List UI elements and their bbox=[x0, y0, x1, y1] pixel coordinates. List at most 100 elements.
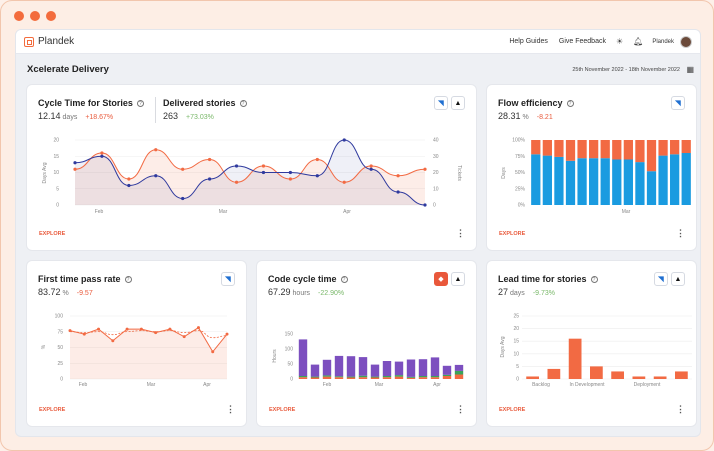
more-options-icon[interactable]: ⋮ bbox=[676, 404, 685, 414]
help-icon[interactable]: ? bbox=[136, 100, 144, 107]
cycle-time-point bbox=[154, 148, 158, 152]
more-options-icon[interactable]: ⋮ bbox=[226, 404, 235, 414]
more-options-icon[interactable]: ⋮ bbox=[456, 404, 465, 414]
delivered-point bbox=[396, 190, 400, 194]
y-tick-label: 0% bbox=[518, 203, 526, 209]
jira-icon[interactable]: ◥ bbox=[434, 96, 448, 110]
lead-bar bbox=[632, 376, 646, 379]
ftpr-point bbox=[139, 327, 143, 331]
y2-axis-label: Tickets bbox=[456, 165, 462, 181]
plandek-logo[interactable]: Plandek bbox=[24, 36, 74, 47]
flow-waiting-bar bbox=[635, 140, 645, 163]
x-tick-label: Mar bbox=[622, 209, 631, 215]
rocket-icon[interactable]: ▲ bbox=[671, 272, 685, 286]
lead-bar bbox=[568, 338, 582, 379]
y-axis-label: Days Avg bbox=[42, 162, 48, 183]
code-bar-segment bbox=[418, 377, 428, 379]
lead-time-card: Lead time for stories? 27 days -9.73% ◥ ▲ … bbox=[487, 261, 696, 426]
code-bar-segment bbox=[298, 376, 308, 378]
y-tick-label: 150 bbox=[285, 332, 294, 338]
theme-toggle-icon[interactable]: ☀ bbox=[615, 37, 624, 46]
flow-active-bar bbox=[600, 158, 610, 205]
y-tick-label: 25 bbox=[513, 314, 519, 320]
calendar-icon[interactable]: ▦ bbox=[686, 65, 694, 74]
ftpr-line bbox=[69, 326, 228, 353]
ftpr-chart: 100 75 50 25 0% Feb Mar Apr bbox=[41, 314, 229, 388]
ftpr-point bbox=[82, 332, 86, 336]
notifications-icon[interactable]: 🔔︎ bbox=[633, 37, 644, 46]
code-bar-segment bbox=[322, 359, 332, 376]
git-icon[interactable]: ◆ bbox=[434, 272, 448, 286]
rocket-icon[interactable]: ▲ bbox=[451, 96, 465, 110]
more-options-icon[interactable]: ⋮ bbox=[676, 228, 685, 238]
delivered-point bbox=[288, 170, 292, 175]
code-bar-segment bbox=[298, 377, 308, 379]
y-tick-label: 5 bbox=[516, 364, 519, 370]
y-axis-label: % bbox=[41, 344, 47, 349]
flow-waiting-bar bbox=[646, 140, 657, 172]
jira-icon[interactable]: ◥ bbox=[671, 96, 685, 110]
jira-icon[interactable]: ◥ bbox=[654, 272, 668, 286]
y-axis-label: Hours bbox=[272, 349, 278, 363]
help-icon[interactable]: ? bbox=[124, 276, 132, 283]
explore-link[interactable]: EXPLORE bbox=[269, 407, 296, 413]
rocket-icon[interactable]: ▲ bbox=[451, 272, 465, 286]
delivered-point bbox=[369, 167, 373, 171]
minimize-dot[interactable] bbox=[30, 11, 40, 21]
ftpr-point bbox=[168, 327, 172, 331]
lead-bar bbox=[590, 366, 603, 379]
avatar[interactable] bbox=[680, 35, 692, 48]
date-range[interactable]: 25th November 2022 - 18th November 2022 bbox=[572, 67, 680, 73]
give-feedback-link[interactable]: Give Feedback bbox=[558, 38, 606, 45]
y-tick-label: 25% bbox=[515, 186, 526, 192]
code-bar-segment bbox=[442, 365, 452, 375]
code-bar-segment bbox=[406, 359, 416, 377]
delivered-point bbox=[234, 164, 239, 168]
code-bar-segment bbox=[382, 361, 392, 376]
cycle-time-point bbox=[396, 174, 400, 178]
x-tick-label: Mar bbox=[375, 382, 384, 388]
ftpr-area bbox=[70, 327, 227, 379]
help-icon[interactable]: ? bbox=[566, 100, 574, 107]
help-icon[interactable]: ? bbox=[340, 276, 348, 283]
user-name[interactable]: Plandek bbox=[652, 38, 674, 45]
more-options-icon[interactable]: ⋮ bbox=[456, 228, 465, 238]
y-tick-label: 75 bbox=[57, 329, 63, 335]
code-metric: 67.29 hours -22.90% bbox=[268, 287, 345, 297]
cycle-time-point bbox=[127, 177, 131, 181]
explore-link[interactable]: EXPLORE bbox=[499, 231, 526, 237]
y-tick-label: 100% bbox=[512, 138, 525, 144]
ftpr-point bbox=[225, 332, 229, 336]
y-tick-label: 50 bbox=[57, 345, 63, 351]
cycle-time-point bbox=[369, 164, 373, 168]
explore-link[interactable]: EXPLORE bbox=[499, 407, 526, 413]
y-tick-label: 75% bbox=[515, 154, 526, 160]
help-icon[interactable]: ? bbox=[590, 276, 598, 283]
code-bar-segment bbox=[382, 377, 392, 379]
close-dot[interactable] bbox=[14, 11, 24, 21]
maximize-dot[interactable] bbox=[46, 11, 56, 21]
cycle-time-point bbox=[423, 167, 427, 171]
explore-link[interactable]: EXPLORE bbox=[39, 407, 66, 413]
cycle-time-area bbox=[75, 149, 425, 205]
delivered-title: Delivered stories? bbox=[163, 98, 247, 108]
code-bar-segment bbox=[394, 375, 404, 377]
flow-efficiency-chart: 100% 75% 50% 25% 0% Days Mar bbox=[501, 138, 691, 215]
code-bar-segment bbox=[454, 374, 464, 379]
source-badges: ◆ ▲ bbox=[434, 272, 465, 286]
lead-bar bbox=[611, 371, 624, 379]
flow-active-bar bbox=[658, 155, 668, 205]
code-delta: -22.90% bbox=[318, 290, 345, 297]
flow-active-bar bbox=[565, 160, 576, 205]
flow-active-bar bbox=[635, 162, 645, 205]
jira-icon[interactable]: ◥ bbox=[221, 272, 235, 286]
explore-link[interactable]: EXPLORE bbox=[39, 231, 66, 237]
y-tick-label: 20 bbox=[53, 138, 59, 144]
y-tick-label: 10 bbox=[53, 170, 59, 176]
help-guides-link[interactable]: Help Guides bbox=[509, 38, 548, 45]
code-bar-segment bbox=[298, 339, 308, 376]
help-icon[interactable]: ? bbox=[239, 100, 247, 107]
code-bar-segment bbox=[370, 377, 380, 379]
lead-bar bbox=[653, 376, 667, 379]
